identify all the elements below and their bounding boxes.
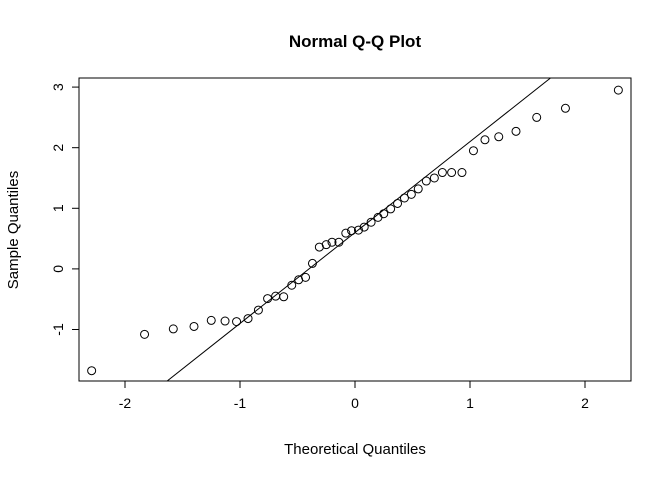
y-tick-label: -1	[50, 323, 66, 336]
y-tick-label: 3	[50, 83, 66, 91]
data-point	[457, 168, 467, 178]
data-point	[437, 168, 447, 178]
data-point	[301, 272, 311, 282]
data-point	[366, 217, 376, 227]
data-point	[480, 135, 490, 145]
data-point	[271, 291, 281, 301]
data-point	[413, 184, 423, 194]
data-point	[189, 321, 199, 331]
data-point	[341, 228, 351, 238]
y-axis-label: Sample Quantiles	[5, 171, 22, 289]
data-point	[168, 324, 178, 334]
x-axis: -2 -1 0 1 2	[119, 380, 589, 411]
data-point	[379, 209, 389, 219]
data-point	[327, 237, 337, 247]
data-point	[220, 316, 230, 326]
data-point	[386, 204, 396, 214]
data-point	[494, 132, 504, 142]
data-point	[263, 294, 273, 304]
data-point	[243, 314, 253, 324]
data-point	[406, 189, 416, 199]
data-point	[421, 176, 431, 186]
data-point	[393, 198, 403, 208]
data-point	[279, 292, 289, 302]
data-point	[347, 226, 357, 236]
data-point	[399, 193, 409, 203]
chart-title: Normal Q-Q Plot	[289, 32, 422, 51]
data-point	[232, 317, 242, 327]
x-tick-label: 2	[581, 395, 589, 411]
data-point	[429, 173, 439, 183]
data-point	[287, 280, 297, 290]
x-tick-label: 1	[466, 395, 474, 411]
data-point	[359, 222, 369, 232]
x-axis-label: Theoretical Quantiles	[284, 441, 426, 458]
y-tick-label: 1	[50, 204, 66, 212]
data-point	[447, 168, 457, 178]
x-tick-label: 0	[351, 395, 359, 411]
x-tick-label: -2	[119, 395, 132, 411]
data-point	[206, 315, 216, 325]
data-point	[613, 85, 623, 95]
data-point	[334, 237, 344, 247]
y-tick-label: 0	[50, 265, 66, 273]
data-point	[468, 146, 478, 156]
y-tick-label: 2	[50, 144, 66, 152]
data-point	[87, 366, 97, 376]
y-axis: -1 0 1 2 3	[50, 83, 80, 336]
data-point	[511, 126, 521, 136]
data-point	[307, 258, 317, 268]
data-point	[353, 225, 363, 235]
x-tick-label: -1	[234, 395, 247, 411]
data-point	[532, 112, 542, 122]
data-point	[140, 329, 150, 339]
data-point	[253, 305, 263, 315]
plot-area	[87, 78, 623, 381]
data-point	[321, 240, 331, 250]
data-point	[560, 103, 570, 113]
